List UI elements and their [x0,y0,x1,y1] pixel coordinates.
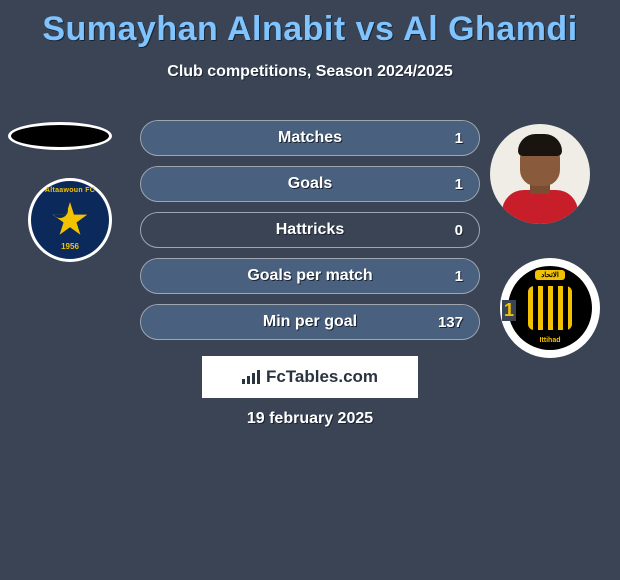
stat-label: Goals per match [141,267,479,285]
stat-row-matches: Matches 1 [140,120,480,156]
player-left-silhouette [8,122,112,150]
club-badge-right-top: الاتحاد [535,270,565,280]
stat-row-goals: Goals 1 [140,166,480,202]
stat-row-gpm: Goals per match 1 [140,258,480,294]
stats-area: Matches 1 Goals 1 Hattricks 0 Goals per … [140,120,480,350]
club-badge-left: Altaawoun FC 1956 [28,178,112,262]
player-shirt [502,190,578,224]
watermark: FcTables.com [202,356,418,398]
stripes-icon [528,286,572,330]
stat-row-mpg: Min per goal 137 [140,304,480,340]
club-badge-left-year: 1956 [61,242,79,251]
club-badge-right: الاتحاد Ittihad 1 [500,258,600,358]
watermark-text: FcTables.com [266,367,378,387]
bar-chart-icon [242,370,260,384]
player-right-photo [490,124,590,224]
stat-label: Hattricks [141,221,479,239]
player-hair [518,134,562,156]
stat-label: Goals [141,175,479,193]
club-badge-left-name: Altaawoun FC [45,187,95,194]
club-badge-right-overlay: 1 [502,300,516,321]
stat-row-hattricks: Hattricks 0 [140,212,480,248]
ball-icon [52,202,68,218]
stat-label: Min per goal [141,313,479,331]
club-badge-right-name: Ittihad [540,337,561,344]
page-title: Sumayhan Alnabit vs Al Ghamdi [0,0,620,49]
date-text: 19 february 2025 [0,410,620,428]
stat-label: Matches [141,129,479,147]
subtitle: Club competitions, Season 2024/2025 [0,63,620,81]
star-icon [52,202,88,238]
